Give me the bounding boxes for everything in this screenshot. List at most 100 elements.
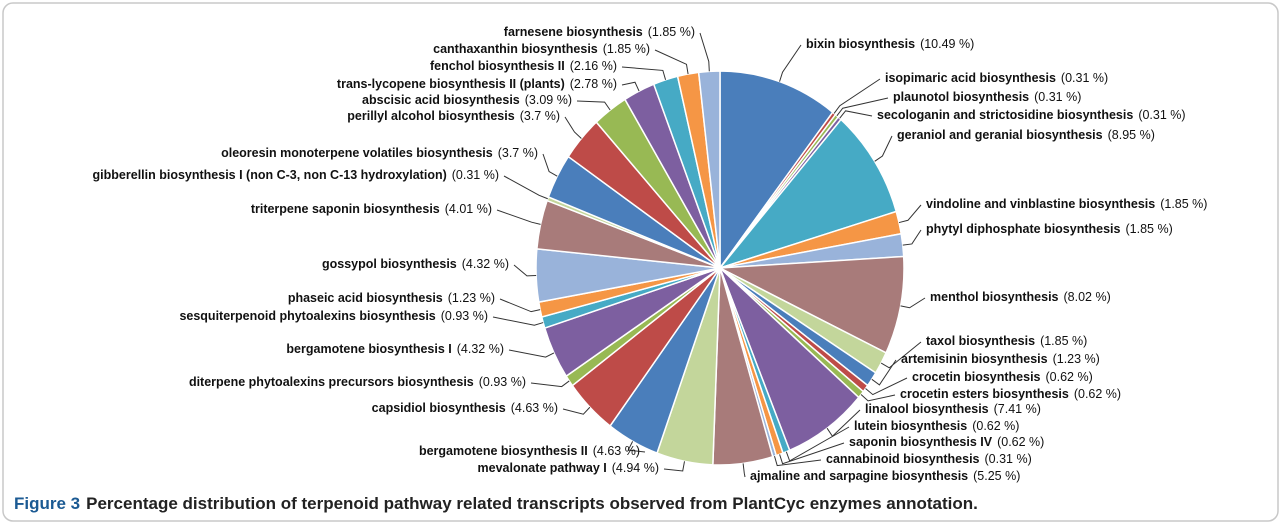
slice-name: gossypol biosynthesis — [322, 257, 457, 271]
slice-name: vindoline and vinblastine biosynthesis — [926, 197, 1155, 211]
slice-value: (0.31 %) — [985, 452, 1032, 466]
slice-value: (1.23 %) — [448, 291, 495, 305]
slice-value: (0.62 %) — [1046, 370, 1093, 384]
leader-line — [663, 461, 685, 472]
slice-name: phaseic acid biosynthesis — [288, 291, 443, 305]
slice-name: artemisinin biosynthesis — [901, 352, 1048, 366]
slice-label: fenchol biosynthesis II (2.16 %) — [430, 59, 617, 73]
pie — [535, 70, 905, 466]
leader-line — [742, 463, 746, 478]
leader-line — [564, 116, 582, 139]
slice-label: phaseic acid biosynthesis (1.23 %) — [288, 291, 495, 305]
slice-name: triterpene saponin biosynthesis — [251, 202, 440, 216]
leader-line — [542, 153, 558, 177]
slice-value: (0.31 %) — [1061, 71, 1108, 85]
leader-line — [836, 97, 889, 117]
slice-name: plaunotol biosynthesis — [893, 90, 1029, 104]
slice-name: linalool biosynthesis — [865, 402, 989, 416]
slice-label: diterpene phytoalexins precursors biosyn… — [189, 375, 526, 389]
slice-label: phytyl diphosphate biosynthesis (1.85 %) — [926, 222, 1173, 236]
labels: bixin biosynthesis (10.49 %) isopimaric ac… — [93, 25, 1208, 483]
slice — [719, 70, 834, 271]
slice-label: vindoline and vinblastine biosynthesis (1… — [926, 197, 1207, 211]
leader-line — [865, 377, 908, 396]
leader-line — [508, 349, 555, 358]
slice-value: (4.01 %) — [445, 202, 492, 216]
leader-line — [503, 175, 548, 200]
leader-line — [513, 264, 537, 277]
leader-line — [779, 442, 845, 465]
slice-value: (0.62 %) — [972, 419, 1019, 433]
slice-name: perillyl alcohol biosynthesis — [347, 109, 514, 123]
slice-value: (7.41 %) — [994, 402, 1041, 416]
slice-name: trans-lycopene biosynthesis II (plants) — [337, 77, 565, 91]
leader-line — [880, 341, 922, 369]
slice-name: taxol biosynthesis — [926, 334, 1035, 348]
slice-label: perillyl alcohol biosynthesis (3.7 %) — [347, 109, 560, 123]
caption-text: Percentage distribution of terpenoid pat… — [86, 494, 978, 513]
slice-value: (0.31 %) — [452, 168, 499, 182]
leader-line — [902, 229, 922, 246]
slice-value: (2.16 %) — [570, 59, 617, 73]
slice-label: bergamotene biosynthesis I (4.32 %) — [286, 342, 504, 356]
slice-name: diterpene phytoalexins precursors biosyn… — [189, 375, 474, 389]
leader-line — [621, 81, 640, 92]
slice-value: (0.93 %) — [479, 375, 526, 389]
slice-value: (1.23 %) — [1053, 352, 1100, 366]
slice-value: (0.31 %) — [1034, 90, 1081, 104]
leader-line — [900, 297, 926, 309]
slice-name: gibberellin biosynthesis I (non C-3, non… — [93, 168, 447, 182]
slice-value: (10.49 %) — [920, 37, 974, 51]
slice-label: crocetin biosynthesis (0.62 %) — [912, 370, 1093, 384]
leader-line — [874, 135, 893, 162]
leader-line — [839, 110, 873, 119]
slice-value: (0.93 %) — [441, 309, 488, 323]
leader-line — [621, 66, 667, 80]
leader-line — [699, 32, 710, 72]
slice-label: ajmaline and sarpagine biosynthesis (5.25… — [750, 469, 1020, 483]
slice-value: (4.32 %) — [462, 257, 509, 271]
slice-label: sesquiterpenoid phytoalexins biosynthesi… — [179, 309, 488, 323]
slice-label: oleoresin monoterpene volatiles biosynth… — [221, 146, 538, 160]
slice-value: (8.95 %) — [1108, 128, 1155, 142]
slice-label: isopimaric acid biosynthesis (0.31 %) — [885, 71, 1108, 85]
slice-name: crocetin biosynthesis — [912, 370, 1041, 384]
leader-line — [496, 209, 541, 225]
slice-label: bixin biosynthesis (10.49 %) — [806, 37, 974, 51]
slice-name: saponin biosynthesis IV — [849, 435, 993, 449]
slice-name: mevalonate pathway I — [478, 461, 607, 475]
slice-label: taxol biosynthesis (1.85 %) — [926, 334, 1087, 348]
leader-line — [499, 298, 541, 313]
slice-value: (1.85 %) — [1160, 197, 1207, 211]
leader-line — [530, 380, 570, 388]
slice-name: oleoresin monoterpene volatiles biosynth… — [221, 146, 493, 160]
slice-label: secologanin and strictosidine biosynthes… — [877, 108, 1186, 122]
slice-label: menthol biosynthesis (8.02 %) — [930, 290, 1111, 304]
slice-label: gossypol biosynthesis (4.32 %) — [322, 257, 509, 271]
slice-label: abscisic acid biosynthesis (3.09 %) — [362, 93, 572, 107]
slice-name: bixin biosynthesis — [806, 37, 915, 51]
slice-name: canthaxanthin biosynthesis — [433, 42, 598, 56]
leader-line — [654, 49, 689, 75]
leader-line — [898, 204, 922, 224]
leader-line — [774, 456, 822, 467]
slice-label: lutein biosynthesis (0.62 %) — [854, 419, 1019, 433]
leader-line — [576, 100, 611, 111]
slice-name: fenchol biosynthesis II — [430, 59, 565, 73]
slice-value: (8.02 %) — [1064, 290, 1111, 304]
slice-value: (4.63 %) — [511, 401, 558, 415]
caption: Figure 3 Percentage distribution of terpe… — [14, 494, 978, 513]
slice-name: lutein biosynthesis — [854, 419, 967, 433]
slice-value: (5.25 %) — [973, 469, 1020, 483]
slice-label: geraniol and geranial biosynthesis (8.95 … — [897, 128, 1155, 142]
slice-value: (3.7 %) — [498, 146, 538, 160]
slice-value: (4.94 %) — [612, 461, 659, 475]
caption-label: Figure 3 — [14, 494, 80, 513]
slice-label: mevalonate pathway I (4.94 %) — [478, 461, 659, 475]
slice-label: farnesene biosynthesis (1.85 %) — [504, 25, 695, 39]
slice-label: gibberellin biosynthesis I (non C-3, non… — [93, 168, 499, 182]
leader-line — [492, 316, 544, 326]
slice-value: (1.85 %) — [1040, 334, 1087, 348]
